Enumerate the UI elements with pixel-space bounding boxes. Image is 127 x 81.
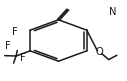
Text: F: F — [5, 41, 11, 51]
Text: F: F — [12, 27, 18, 37]
Text: O: O — [95, 47, 103, 57]
Text: F: F — [20, 53, 26, 63]
Text: N: N — [109, 7, 117, 17]
